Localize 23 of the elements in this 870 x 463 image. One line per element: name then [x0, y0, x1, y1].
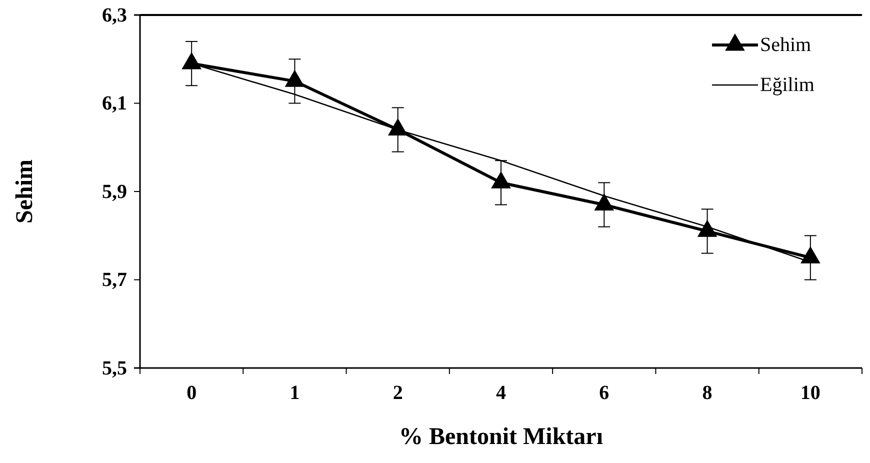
legend-label: Sehim	[760, 34, 812, 56]
legend-label: Eğilim	[760, 74, 815, 96]
x-tick-label: 0	[186, 382, 197, 404]
y-tick-label: 6,1	[102, 92, 127, 115]
point	[594, 193, 614, 210]
point	[182, 52, 202, 70]
y-tick-label: 5,5	[102, 357, 127, 380]
point	[800, 246, 820, 264]
x-tick-label: 4	[496, 382, 506, 404]
y-tick-label: 5,9	[102, 180, 127, 203]
x-tick-label: 1	[290, 382, 300, 404]
x-tick-label: 10	[800, 382, 820, 404]
x-tick-label: 2	[392, 382, 403, 404]
x-tick-label: 8	[702, 382, 712, 404]
y-tick-label: 5,7	[102, 269, 127, 292]
point	[388, 118, 408, 136]
x-tick-label: 6	[599, 382, 610, 404]
y-axis-title: Sehim	[12, 159, 38, 224]
point	[284, 70, 305, 87]
point	[697, 220, 718, 237]
point	[491, 171, 511, 188]
x-axis-title: % Bentonit Miktarı	[399, 424, 604, 450]
y-tick-label: 6,3	[102, 4, 127, 26]
